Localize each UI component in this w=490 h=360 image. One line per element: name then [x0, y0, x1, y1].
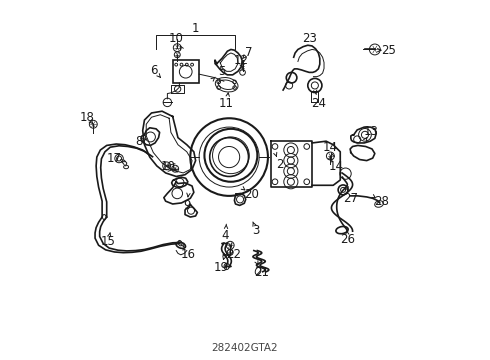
Text: 21: 21	[254, 266, 270, 279]
Text: 18: 18	[79, 111, 95, 124]
Text: 23: 23	[302, 32, 317, 45]
Text: 5: 5	[218, 65, 225, 78]
Text: 14: 14	[322, 141, 337, 154]
Text: 10: 10	[161, 161, 175, 174]
Text: 13: 13	[364, 125, 379, 138]
Text: 28: 28	[374, 195, 390, 208]
Text: 17: 17	[106, 152, 121, 165]
Text: 9: 9	[183, 199, 191, 212]
Text: 3: 3	[253, 224, 260, 237]
Text: 11: 11	[219, 96, 234, 109]
Text: 22: 22	[226, 248, 241, 261]
Text: 7: 7	[245, 46, 252, 59]
Text: 10: 10	[169, 32, 184, 45]
Text: 15: 15	[100, 235, 116, 248]
Text: 4: 4	[222, 229, 229, 242]
Text: 6: 6	[150, 64, 158, 77]
Text: 282402GTA2: 282402GTA2	[212, 343, 278, 352]
Text: 25: 25	[382, 44, 396, 57]
Text: 26: 26	[341, 233, 356, 246]
Text: 27: 27	[343, 192, 358, 205]
Text: 16: 16	[180, 248, 196, 261]
Text: 20: 20	[244, 188, 259, 201]
Text: 12: 12	[233, 54, 248, 67]
Text: 8: 8	[135, 135, 142, 148]
Text: 1: 1	[192, 22, 199, 35]
Text: 19: 19	[214, 261, 228, 274]
Text: 24: 24	[311, 96, 326, 109]
Text: 14: 14	[328, 160, 343, 173]
Text: 2: 2	[276, 158, 283, 171]
